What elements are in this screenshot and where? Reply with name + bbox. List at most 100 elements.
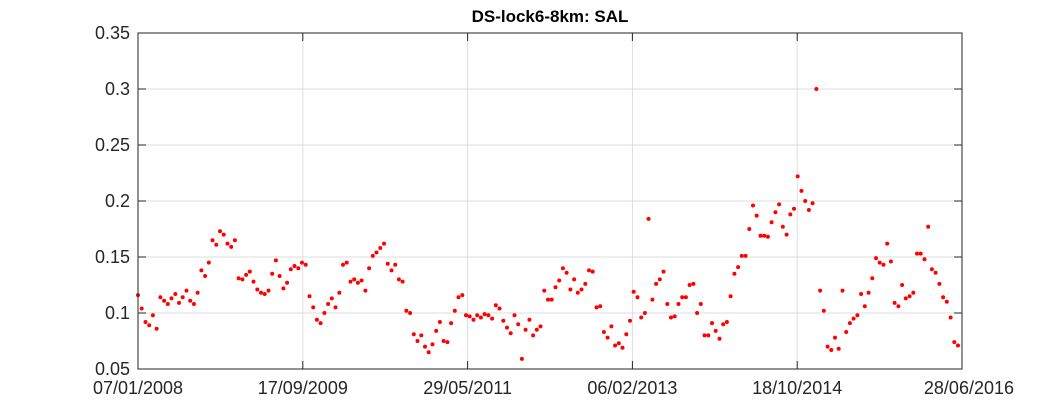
- data-point: [881, 262, 886, 267]
- data-point: [147, 323, 152, 328]
- data-point: [333, 305, 338, 310]
- data-point: [918, 251, 923, 256]
- data-point: [654, 281, 659, 286]
- data-point: [531, 333, 536, 338]
- data-point: [799, 188, 804, 193]
- data-point: [482, 312, 487, 317]
- data-point: [724, 320, 729, 324]
- data-point: [836, 346, 841, 351]
- x-axis-ticks: 07/01/2008 17/09/2009 29/05/2011 06/02/2013…: [93, 33, 1014, 398]
- data-point: [579, 287, 584, 292]
- data-point: [277, 274, 282, 278]
- data-point: [672, 314, 677, 319]
- data-point: [859, 292, 864, 296]
- data-point: [736, 265, 741, 270]
- data-point: [143, 320, 148, 324]
- data-point: [221, 232, 226, 237]
- data-point: [553, 285, 558, 290]
- data-point: [232, 238, 237, 243]
- data-point: [695, 311, 700, 315]
- data-point: [307, 294, 312, 299]
- data-point: [415, 339, 420, 343]
- data-point: [676, 302, 681, 306]
- data-point: [236, 276, 241, 281]
- data-point: [240, 277, 245, 282]
- data-point: [665, 302, 670, 306]
- data-point: [419, 333, 424, 338]
- data-point: [825, 344, 830, 349]
- data-point: [292, 264, 297, 268]
- data-point: [635, 295, 640, 300]
- data-point: [721, 322, 726, 327]
- data-point: [490, 316, 495, 321]
- data-point: [382, 241, 386, 246]
- data-point: [691, 281, 696, 286]
- data-point: [847, 321, 852, 326]
- data-point: [150, 313, 155, 318]
- data-point: [840, 288, 845, 293]
- data-point: [460, 293, 465, 298]
- data-point: [590, 269, 595, 274]
- data-point: [359, 278, 364, 283]
- data-point: [762, 233, 767, 238]
- data-point: [445, 340, 450, 345]
- data-point: [613, 343, 618, 348]
- data-point: [505, 325, 509, 330]
- data-point: [441, 339, 446, 343]
- data-point: [374, 250, 379, 255]
- data-point: [650, 297, 655, 302]
- data-point: [732, 271, 737, 276]
- data-point: [587, 268, 591, 273]
- data-point: [154, 326, 159, 331]
- data-point: [471, 317, 476, 322]
- data-point: [400, 279, 405, 284]
- data-point: [367, 266, 372, 271]
- data-point: [948, 315, 953, 320]
- data-point: [363, 288, 368, 293]
- data-point: [389, 268, 394, 273]
- grid-lines: [138, 33, 962, 369]
- data-point: [743, 253, 748, 258]
- data-point: [538, 324, 543, 329]
- data-point: [273, 258, 278, 263]
- data-point: [751, 203, 755, 208]
- data-point: [933, 270, 938, 275]
- data-point: [680, 295, 685, 300]
- data-point: [262, 292, 267, 296]
- data-point: [773, 210, 778, 215]
- data-point: [888, 259, 893, 264]
- data-point: [139, 306, 144, 311]
- data-point: [616, 341, 621, 346]
- data-point: [423, 344, 427, 349]
- data-point: [833, 335, 837, 340]
- data-point: [929, 267, 934, 272]
- data-point: [911, 290, 916, 295]
- data-point: [218, 229, 222, 234]
- data-point: [575, 290, 580, 295]
- data-point: [620, 345, 625, 350]
- data-point: [437, 320, 442, 324]
- data-point: [285, 280, 290, 285]
- data-point: [378, 246, 383, 250]
- data-point: [661, 269, 666, 274]
- data-point: [266, 288, 271, 293]
- data-point: [747, 227, 752, 231]
- data-point: [874, 256, 878, 261]
- data-point: [780, 224, 785, 229]
- data-point: [903, 296, 908, 301]
- data-point: [710, 321, 714, 326]
- data-point: [777, 202, 782, 207]
- data-point: [475, 313, 480, 318]
- data-point: [195, 290, 200, 295]
- data-point: [583, 281, 588, 286]
- data-point: [892, 300, 897, 305]
- y-tick-label: 0.35: [95, 23, 130, 43]
- data-point: [758, 233, 763, 238]
- data-point: [926, 224, 931, 229]
- data-point: [259, 290, 263, 295]
- data-point: [646, 216, 651, 221]
- x-tick-label: 18/10/2014: [752, 378, 842, 398]
- data-point: [803, 199, 808, 203]
- data-point: [516, 322, 521, 327]
